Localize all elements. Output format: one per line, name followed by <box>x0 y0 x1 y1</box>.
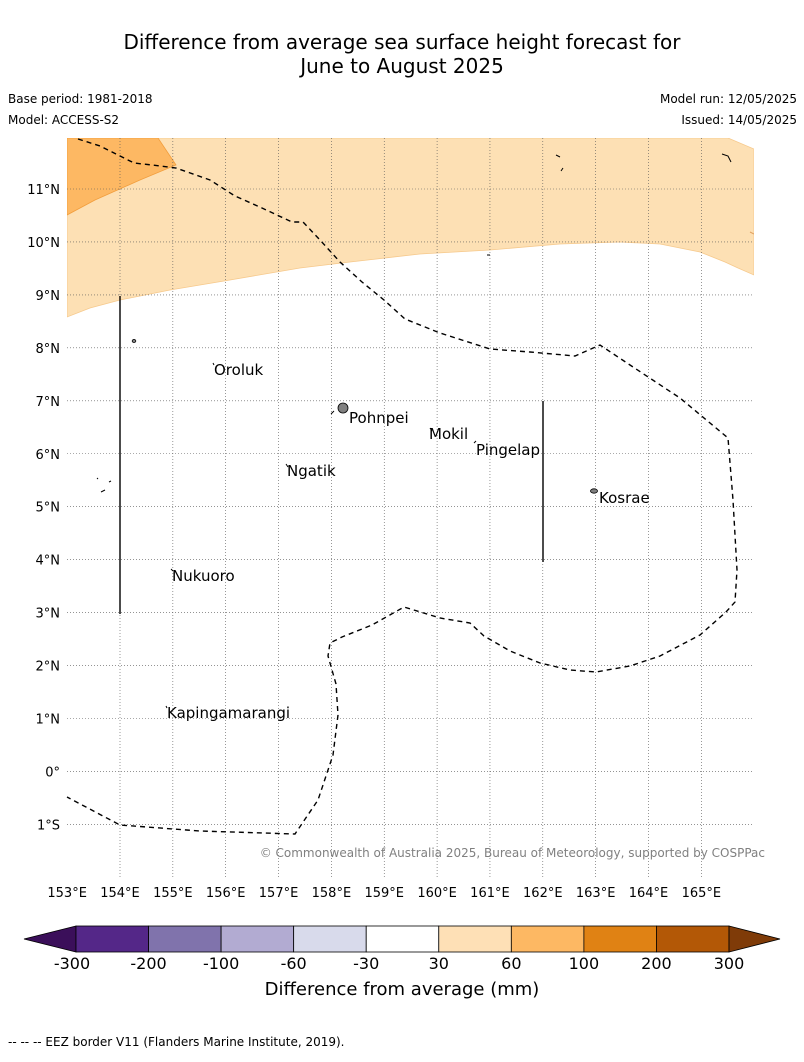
colorbar-tick-label: 200 <box>641 954 672 973</box>
lat-tick-label: 9°N <box>36 289 61 304</box>
chart-title: Difference from average sea surface heig… <box>0 30 804 78</box>
base-period: Base period: 1981-2018 <box>8 92 153 106</box>
lat-tick-label: 6°N <box>36 448 61 463</box>
lon-tick-label: 155°E <box>153 886 193 901</box>
eez-legend-note: -- -- -- EEZ border V11 (Flanders Marine… <box>8 1035 345 1049</box>
lon-tick-label: 154°E <box>100 886 140 901</box>
lat-tick-label: 4°N <box>36 554 61 569</box>
colorbar: -300 -200 -100 -60 -30 30 60 100 200 300 <box>23 925 781 973</box>
issued-date: Issued: 14/05/2025 <box>681 113 797 127</box>
title-line-1: Difference from average sea surface heig… <box>123 30 681 54</box>
colorbar-segment <box>656 925 730 953</box>
colorbar-segment <box>293 925 367 953</box>
model-run: Model run: 12/05/2025 <box>659 92 797 106</box>
colorbar-extend-high <box>728 925 781 953</box>
copyright-note: © Commonwealth of Australia 2025, Bureau… <box>260 846 765 860</box>
place-label-pohnpei: Pohnpei <box>349 409 409 427</box>
place-label-kosrae: Kosrae <box>599 489 650 507</box>
kosrae-island <box>590 488 598 494</box>
lat-tick-label: 5°N <box>36 501 61 516</box>
lon-tick-label: 158°E <box>312 886 352 901</box>
colorbar-tick-label: 60 <box>501 954 521 973</box>
eez-border <box>66 138 738 835</box>
colorbar-segment <box>220 925 295 953</box>
lat-tick-label: 1°N <box>36 713 61 728</box>
lat-tick-label: 0° <box>45 765 60 780</box>
map-grid <box>67 138 754 878</box>
lon-tick-label: 164°E <box>629 886 669 901</box>
colorbar-tick-label: -60 <box>281 954 307 973</box>
atoll-marks <box>96 153 732 709</box>
map-area <box>67 138 754 318</box>
colorbar-extend-low <box>23 925 77 953</box>
islands <box>131 338 598 494</box>
lon-tick-label: 157°E <box>259 886 299 901</box>
colorbar-tick-label: 30 <box>429 954 449 973</box>
colorbar-tick-label: -100 <box>203 954 239 973</box>
lon-tick-label: 162°E <box>523 886 563 901</box>
lat-tick-label: 3°N <box>36 607 61 622</box>
lon-tick-label: 163°E <box>576 886 616 901</box>
pohnpei-island <box>337 402 349 414</box>
colorbar-tick-label: -30 <box>353 954 379 973</box>
lon-tick-label: 161°E <box>470 886 510 901</box>
lon-tick-label: 160°E <box>417 886 457 901</box>
lat-tick-label: 8°N <box>36 342 61 357</box>
lat-tick-label: 11°N <box>27 183 60 198</box>
colorbar-segment <box>148 925 222 953</box>
colorbar-tick-label: -200 <box>130 954 166 973</box>
colorbar-tick-label: 100 <box>569 954 600 973</box>
place-label-mokil: Mokil <box>429 425 468 443</box>
colorbar-segment <box>583 925 657 953</box>
lon-tick-label: 165°E <box>682 886 722 901</box>
lat-tick-label: 2°N <box>36 660 61 675</box>
colorbar-tick-label: -300 <box>54 954 90 973</box>
title-line-2: June to August 2025 <box>300 54 504 78</box>
small-island <box>131 338 137 343</box>
colorbar-segment <box>75 925 149 953</box>
colorbar-tick-label: 300 <box>714 954 745 973</box>
place-label-ngatik: Ngatik <box>287 462 336 480</box>
colorbar-label: Difference from average (mm) <box>264 979 540 1000</box>
place-label-pingelap: Pingelap <box>476 441 540 459</box>
colorbar-segment <box>438 925 512 953</box>
anomaly-band-60-100 <box>67 138 177 216</box>
place-label-oroluk: Oroluk <box>214 361 263 379</box>
colorbar-segment <box>365 925 440 953</box>
lon-tick-label: 159°E <box>364 886 404 901</box>
lat-tick-label: 1°S <box>37 818 60 833</box>
anomaly-band-30-60 <box>67 138 754 318</box>
lon-tick-label: 153°E <box>47 886 87 901</box>
lat-tick-label: 10°N <box>27 236 60 251</box>
colorbar-segment <box>510 925 585 953</box>
place-label-kapingamarangi: Kapingamarangi <box>167 704 290 722</box>
place-label-nukuoro: Nukuoro <box>172 567 235 585</box>
model-name: Model: ACCESS-S2 <box>8 113 120 127</box>
lon-tick-label: 156°E <box>206 886 246 901</box>
lat-tick-label: 7°N <box>36 395 61 410</box>
